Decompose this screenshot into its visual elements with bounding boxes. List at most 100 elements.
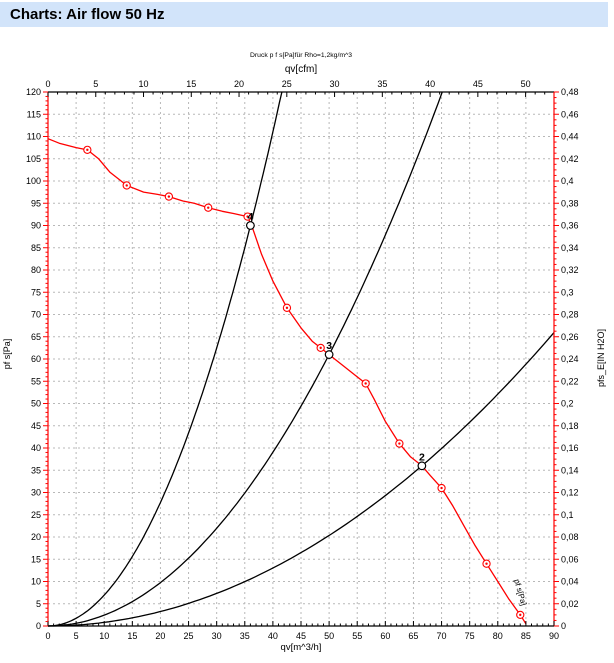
bottom-tick-label: 65 xyxy=(408,631,418,641)
right-tick-label: 0,46 xyxy=(561,109,579,119)
left-tick-label: 100 xyxy=(26,176,41,186)
axis-titles: Druck p f s[Pa]für Rho=1,2kg/m^3 qv[cfm] q… xyxy=(2,52,606,653)
bottom-tick-label: 80 xyxy=(493,631,503,641)
operating-point-label-3: 3 xyxy=(326,340,332,352)
operating-point-label-2: 2 xyxy=(419,451,425,463)
right-tick-label: 0,3 xyxy=(561,287,574,297)
left-tick-label: 115 xyxy=(27,109,41,119)
right-tick-label: 0,06 xyxy=(561,554,579,564)
right-axis-title: pfs_E[IN H2O] xyxy=(596,329,606,387)
left-tick-label: 65 xyxy=(31,332,41,342)
bottom-tick-label: 25 xyxy=(184,631,194,641)
title-bar: Charts: Air flow 50 Hz xyxy=(0,2,608,27)
right-tick-label: 0,2 xyxy=(561,399,574,409)
left-tick-label: 110 xyxy=(27,132,41,142)
right-tick-label: 0,36 xyxy=(561,221,579,231)
right-tick-label: 0,38 xyxy=(561,198,579,208)
grid xyxy=(48,92,554,626)
right-tick-label: 0,04 xyxy=(561,577,579,587)
right-tick-label: 0,12 xyxy=(561,488,579,498)
left-tick-label: 5 xyxy=(36,599,41,609)
top-axis: 0 5 10 15 20 25 30 35 40 45 50 xyxy=(45,79,546,97)
left-tick-label: 120 xyxy=(26,87,41,97)
left-tick-label: 0 xyxy=(36,621,41,631)
top-tick-label: 40 xyxy=(425,79,435,89)
left-tick-label: 105 xyxy=(26,154,41,164)
right-tick-label: 0,08 xyxy=(561,532,579,542)
bottom-tick-label: 55 xyxy=(352,631,362,641)
right-tick-label: 0,48 xyxy=(561,87,579,97)
bottom-tick-label: 75 xyxy=(465,631,475,641)
operating-point-2 xyxy=(417,461,427,471)
bottom-tick-label: 15 xyxy=(127,631,137,641)
fan-curve-line xyxy=(47,138,527,625)
right-tick-label: 0,42 xyxy=(561,154,579,164)
right-tick-label: 0,26 xyxy=(561,332,579,342)
left-tick-label: 80 xyxy=(31,265,41,275)
fan-curve-marker-dot xyxy=(207,206,210,209)
right-tick-label: 0,32 xyxy=(561,265,579,275)
density-note: Druck p f s[Pa]für Rho=1,2kg/m^3 xyxy=(250,52,352,59)
left-tick-label: 30 xyxy=(31,488,41,498)
right-tick-label: 0 xyxy=(561,621,566,631)
right-tick-label: 0,44 xyxy=(561,132,579,142)
left-tick-label: 85 xyxy=(31,243,41,253)
left-tick-label: 25 xyxy=(31,510,41,520)
fan-curve-markers xyxy=(83,145,525,620)
fan-curve-marker-dot xyxy=(125,184,128,187)
bottom-tick-label: 10 xyxy=(99,631,109,641)
right-tick-label: 0,14 xyxy=(561,465,579,475)
top-tick-label: 35 xyxy=(377,79,387,89)
right-tick-label: 0,18 xyxy=(561,421,579,431)
right-tick-label: 0,34 xyxy=(561,243,579,253)
operating-point-3 xyxy=(324,350,334,359)
bottom-tick-label: 30 xyxy=(212,631,222,641)
left-axis-title: pf s[Pa] xyxy=(2,339,12,370)
top-tick-label: 15 xyxy=(186,79,196,89)
fan-curve-marker-dot xyxy=(485,562,488,565)
right-tick-label: 0,22 xyxy=(561,376,579,386)
bottom-axis-title: qv[m^3/h] xyxy=(281,642,322,653)
top-tick-label: 30 xyxy=(330,79,340,89)
top-tick-label: 45 xyxy=(473,79,483,89)
fan-curve-marker-dot xyxy=(519,613,522,617)
right-tick-label: 0,4 xyxy=(561,176,574,186)
left-tick-label: 15 xyxy=(31,554,41,564)
left-tick-label: 50 xyxy=(31,399,41,409)
top-tick-label: 25 xyxy=(282,79,292,89)
fan-curve xyxy=(47,138,527,625)
top-tick-label: 5 xyxy=(93,79,98,89)
fan-curve-marker-dot xyxy=(440,486,443,490)
right-tick-label: 0,1 xyxy=(561,510,574,520)
left-tick-label: 10 xyxy=(31,577,41,587)
bottom-tick-label: 40 xyxy=(268,631,278,641)
left-tick-label: 70 xyxy=(31,310,41,320)
bottom-tick-label: 50 xyxy=(324,631,334,641)
left-tick-label: 90 xyxy=(31,221,41,231)
right-tick-label: 0,16 xyxy=(561,443,579,453)
left-tick-label: 55 xyxy=(31,376,41,386)
fan-curve-marker-dot xyxy=(319,346,322,350)
left-tick-label: 45 xyxy=(31,421,41,431)
system-curve-2 xyxy=(48,332,555,627)
left-axis: 0 5 10 15 20 25 30 35 40 45 50 55 60 65 70 75 80 85 90 95 10… xyxy=(26,87,48,631)
top-tick-label: 50 xyxy=(521,79,531,89)
left-tick-label: 40 xyxy=(31,443,41,453)
bottom-tick-label: 35 xyxy=(240,631,250,641)
system-curve-4 xyxy=(47,91,283,627)
top-axis-title: qv[cfm] xyxy=(285,64,317,75)
fan-curve-marker-dot xyxy=(364,382,367,385)
bottom-tick-label: 70 xyxy=(437,631,447,641)
fan-curve-marker-dot xyxy=(86,148,89,152)
operating-point-label-4: 4 xyxy=(247,211,253,223)
left-tick-label: 95 xyxy=(31,198,41,208)
bottom-axis: 0 5 10 15 20 25 30 35 40 45 50 55 60 65 70 75 80 85 90 xyxy=(45,621,559,641)
right-tick-label: 0,24 xyxy=(561,354,579,364)
top-tick-label: 10 xyxy=(139,79,149,89)
bottom-tick-label: 20 xyxy=(155,631,165,641)
bottom-tick-label: 5 xyxy=(74,631,79,641)
bottom-tick-label: 45 xyxy=(296,631,306,641)
right-tick-label: 0,02 xyxy=(561,599,579,609)
operating-points: 4 3 2 xyxy=(245,211,427,471)
